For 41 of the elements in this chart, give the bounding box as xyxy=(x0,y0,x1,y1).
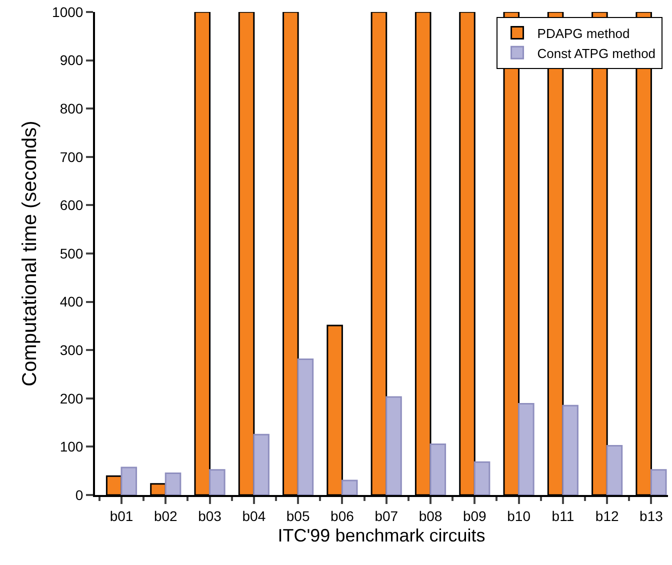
x-tick-label: b05 xyxy=(286,508,310,524)
x-tick-label: b02 xyxy=(154,508,178,524)
y-tick-label: 100 xyxy=(60,438,84,455)
x-tick-label: b10 xyxy=(507,508,531,524)
x-axis-title: ITC'99 benchmark circuits xyxy=(278,525,486,546)
bar xyxy=(474,461,490,495)
y-tick-label: 0 xyxy=(75,486,84,503)
y-tick-label: 700 xyxy=(60,148,84,165)
x-tick-label: b03 xyxy=(198,508,222,524)
y-tick-label: 1000 xyxy=(52,4,84,20)
y-tick-label: 500 xyxy=(60,245,84,262)
x-tick-label: b04 xyxy=(242,508,266,524)
bar xyxy=(606,444,623,495)
bar xyxy=(341,480,358,495)
y-tick-label: 800 xyxy=(60,100,84,116)
x-tick-label: b12 xyxy=(595,508,619,524)
y-tick-label: 300 xyxy=(60,342,84,358)
y-tick-label: 400 xyxy=(60,294,84,310)
y-axis-title: Computational time (seconds) xyxy=(19,120,42,386)
bar xyxy=(253,434,270,495)
bar xyxy=(164,472,182,495)
x-tick-label: b07 xyxy=(374,508,398,524)
x-tick-label: b01 xyxy=(110,508,134,524)
bar xyxy=(386,396,402,495)
bar xyxy=(650,469,667,495)
y-tick-label: 900 xyxy=(60,52,84,68)
y-tick-label: 200 xyxy=(60,390,84,406)
bar xyxy=(120,466,138,495)
legend-label: PDAPG method xyxy=(537,26,630,41)
bar xyxy=(297,358,314,495)
x-tick-label: b06 xyxy=(330,508,354,524)
y-tick-label: 600 xyxy=(60,197,84,214)
bar xyxy=(209,469,226,495)
x-tick-label: b08 xyxy=(418,508,442,524)
bar xyxy=(518,402,534,495)
x-tick-label: b11 xyxy=(552,508,574,524)
bar xyxy=(430,444,446,495)
x-tick-label: b09 xyxy=(462,508,487,524)
legend-label: Const ATPG method xyxy=(537,46,656,61)
bar xyxy=(562,404,578,495)
x-tick-label: b13 xyxy=(640,508,664,524)
